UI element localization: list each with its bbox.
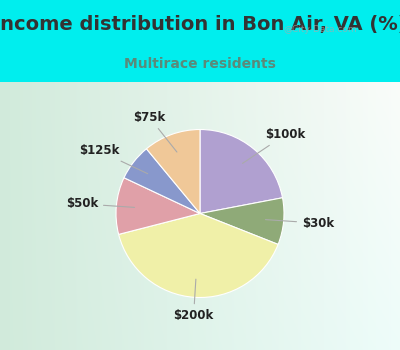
Wedge shape bbox=[200, 130, 282, 214]
Text: $100k: $100k bbox=[242, 128, 306, 163]
Wedge shape bbox=[200, 198, 284, 244]
Text: Income distribution in Bon Air, VA (%): Income distribution in Bon Air, VA (%) bbox=[0, 15, 400, 34]
Text: $30k: $30k bbox=[266, 217, 334, 230]
Text: $200k: $200k bbox=[174, 279, 214, 322]
Text: $125k: $125k bbox=[79, 144, 148, 174]
Wedge shape bbox=[146, 130, 200, 214]
Text: @City-Data.com: @City-Data.com bbox=[284, 25, 357, 34]
Text: Multirace residents: Multirace residents bbox=[124, 57, 276, 71]
Text: $75k: $75k bbox=[133, 111, 177, 152]
Wedge shape bbox=[116, 178, 200, 235]
Text: $50k: $50k bbox=[66, 197, 134, 210]
Wedge shape bbox=[119, 214, 278, 298]
Wedge shape bbox=[124, 149, 200, 214]
